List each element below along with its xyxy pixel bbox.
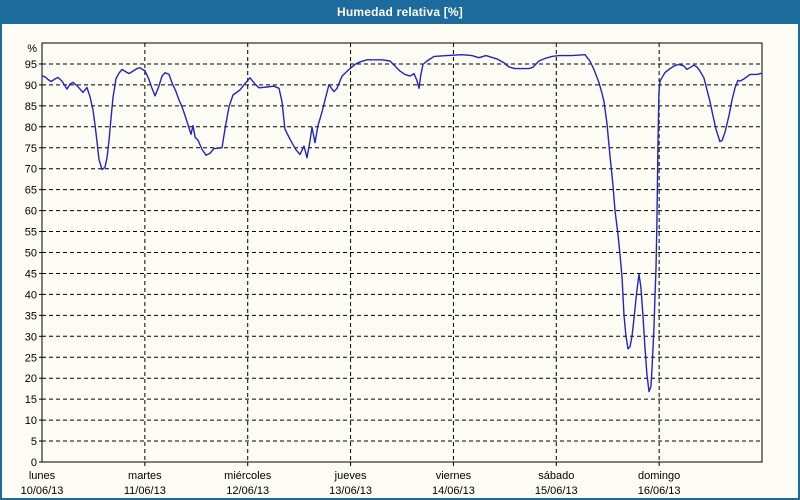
y-axis-tick-label: 60 xyxy=(25,206,37,218)
y-axis-tick-label: 25 xyxy=(25,352,37,364)
y-axis-tick-label: 20 xyxy=(25,373,37,385)
series-line xyxy=(41,54,763,393)
x-axis-day-date: 13/06/13 xyxy=(329,485,372,497)
x-axis-day-name: jueves xyxy=(334,470,367,482)
y-axis-tick-label: 75 xyxy=(25,143,37,155)
y-axis-tick-label: 85 xyxy=(25,101,37,113)
x-axis-day-name: viernes xyxy=(436,470,472,482)
plot-frame xyxy=(41,42,763,463)
y-axis-tick-label: 70 xyxy=(25,164,37,176)
y-axis-tick-label: 55 xyxy=(25,227,37,239)
y-axis-tick-label: 95 xyxy=(25,59,37,71)
x-axis-day-name: miércoles xyxy=(224,470,272,482)
y-axis-tick-label: 50 xyxy=(25,248,37,260)
x-axis-day-name: lunes xyxy=(29,470,56,482)
x-axis-day-name: sábado xyxy=(538,470,574,482)
y-axis-tick-label: 35 xyxy=(25,310,37,322)
y-axis-tick-label: 80 xyxy=(25,122,37,134)
x-axis-day-date: 16/06/13 xyxy=(638,485,681,497)
y-axis-tick-label: 5 xyxy=(31,436,37,448)
y-axis-tick-label: 30 xyxy=(25,331,37,343)
y-axis-tick-label: 15 xyxy=(25,394,37,406)
x-axis-day-date: 14/06/13 xyxy=(432,485,475,497)
x-axis-day-date: 10/06/13 xyxy=(21,485,64,497)
y-axis-tick-label: 40 xyxy=(25,289,37,301)
y-axis-tick-label: 0 xyxy=(31,457,37,469)
x-axis-day-name: martes xyxy=(128,470,162,482)
x-axis-day-name: domingo xyxy=(638,470,680,482)
y-axis-tick-label: 45 xyxy=(25,268,37,280)
x-axis-day-date: 12/06/13 xyxy=(226,485,269,497)
x-axis-day-date: 15/06/13 xyxy=(535,485,578,497)
y-axis-tick-label: 90 xyxy=(25,80,37,92)
y-axis-tick-label: 10 xyxy=(25,415,37,427)
window-title: Humedad relativa [%] xyxy=(336,5,464,19)
window-title-bar: Humedad relativa [%] xyxy=(2,2,798,24)
x-axis-day-date: 11/06/13 xyxy=(124,485,166,497)
y-axis-tick-label: 65 xyxy=(25,185,37,197)
y-axis-unit-label: % xyxy=(27,43,37,55)
